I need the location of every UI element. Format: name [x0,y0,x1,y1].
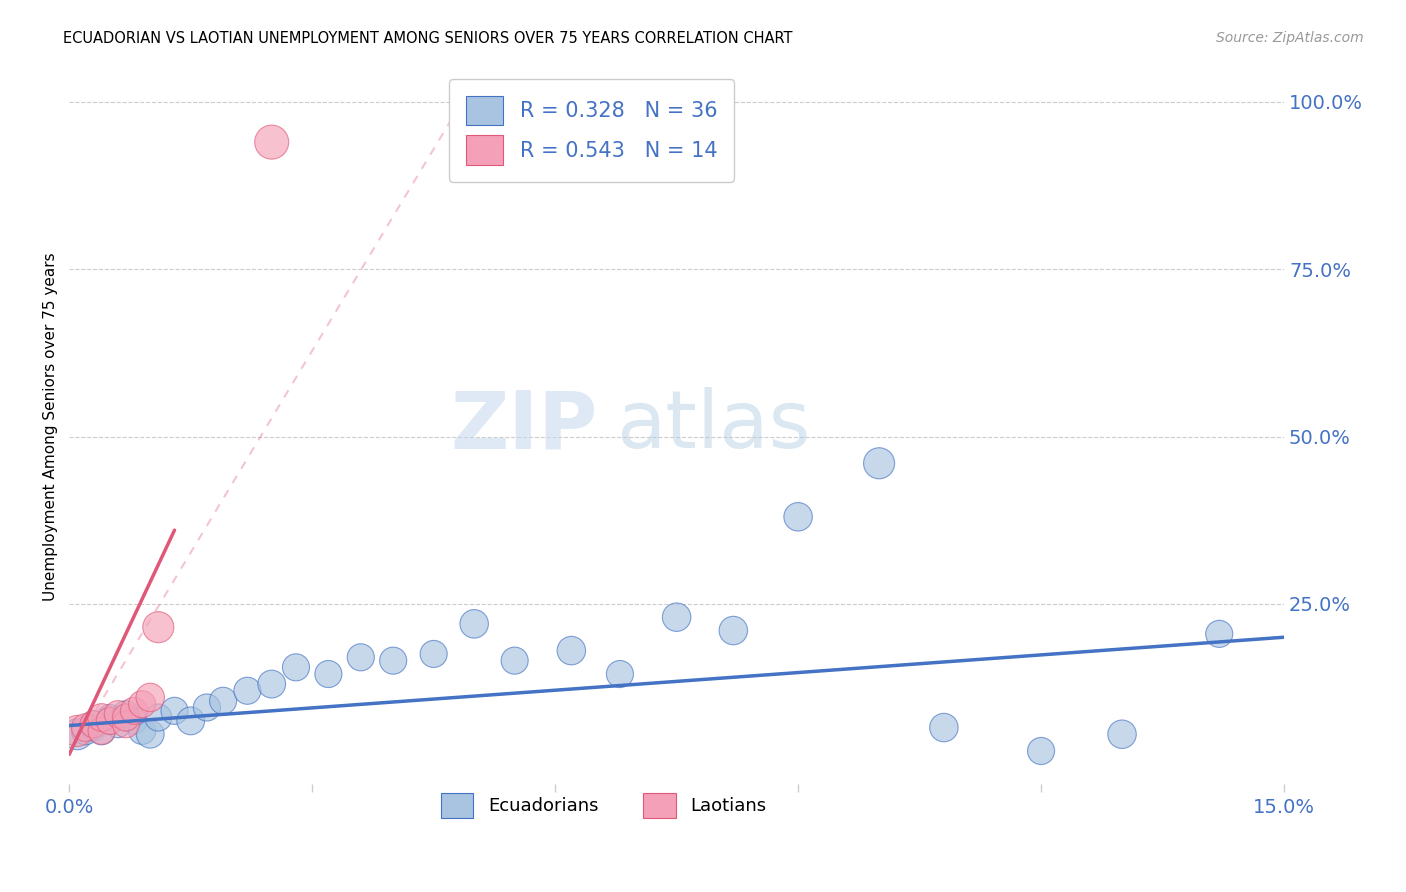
Point [260,135,283,149]
Point [1029,744,1052,758]
Point [560,643,582,657]
Point [98,710,121,724]
Text: ZIP: ZIP [450,387,598,466]
Point [318,667,340,681]
Point [463,616,485,631]
Text: ECUADORIAN VS LAOTIAN UNEMPLOYMENT AMONG SENIORS OVER 75 YEARS CORRELATION CHART: ECUADORIAN VS LAOTIAN UNEMPLOYMENT AMONG… [63,31,793,46]
Point [90,710,112,724]
Point [107,717,129,731]
Point [1208,627,1230,641]
Point [139,690,162,705]
Point [75,723,97,738]
Point [422,647,444,661]
Point [212,694,235,708]
Point [131,697,153,711]
Point [665,610,688,624]
Point [163,704,186,718]
Legend: Ecuadorians, Laotians: Ecuadorians, Laotians [433,786,773,825]
Point [148,620,170,634]
Point [131,723,153,738]
Point [98,714,121,728]
Point [285,660,308,674]
Point [122,714,145,728]
Point [107,707,129,722]
Text: Source: ZipAtlas.com: Source: ZipAtlas.com [1216,31,1364,45]
Point [350,650,373,665]
Point [787,509,810,524]
Point [382,654,405,668]
Point [75,721,97,735]
Point [83,717,105,731]
Point [83,717,105,731]
Point [90,723,112,738]
Point [932,721,955,735]
Point [90,723,112,738]
Point [115,710,138,724]
Point [66,723,89,738]
Point [723,624,745,638]
Point [195,700,218,714]
Point [98,714,121,728]
Point [868,456,890,470]
Point [148,710,170,724]
Point [83,721,105,735]
Point [609,667,631,681]
Y-axis label: Unemployment Among Seniors over 75 years: Unemployment Among Seniors over 75 years [44,252,58,601]
Point [503,654,526,668]
Point [139,727,162,741]
Point [260,677,283,691]
Point [122,704,145,718]
Point [115,707,138,722]
Point [1111,727,1133,741]
Text: atlas: atlas [616,387,810,466]
Point [66,727,89,741]
Point [180,714,202,728]
Point [236,683,259,698]
Point [115,717,138,731]
